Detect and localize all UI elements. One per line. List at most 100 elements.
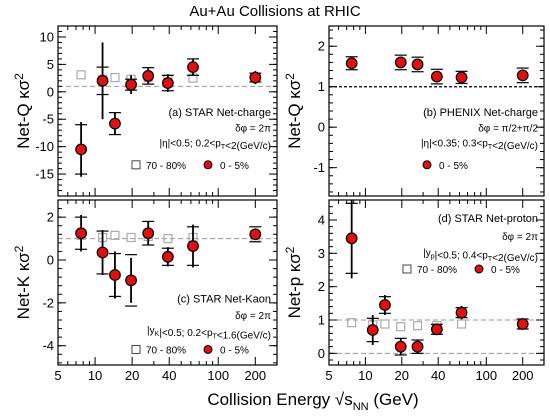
data-point-0-5: [96, 74, 109, 87]
legend-marker-filled-circle: [203, 160, 213, 170]
data-point-70-80: [163, 233, 173, 244]
plot-frame: [57, 25, 278, 197]
y-tick-label: 1: [318, 313, 325, 328]
x-tick-label: 10: [358, 368, 372, 383]
plot-frame: [57, 199, 278, 366]
panel-c: 5 10 20 40 100 200 -4 -2 0 2 Net-K κσ2 (c) STAR Net…: [12, 199, 278, 383]
data-point-0-5: [516, 69, 529, 82]
y-tick-label: 0: [318, 346, 325, 361]
y-tick-label: 1: [318, 79, 325, 94]
data-point-0-5: [249, 228, 262, 241]
data-point-0-5: [75, 143, 87, 156]
data-point-0-5: [109, 117, 121, 130]
x-axis-label: Collision Energy √sNN (GeV): [207, 390, 418, 413]
x-tick-label: 5: [325, 368, 332, 383]
data-point-0-5: [187, 240, 199, 252]
panel-acceptance: δφ = 2π: [502, 232, 538, 243]
data-point-0-5: [109, 269, 121, 281]
data-point-70-80: [412, 321, 423, 331]
data-point-0-5: [394, 340, 407, 353]
y-tick-label: 0: [318, 120, 325, 135]
x-tick-label: 20: [395, 368, 409, 383]
x-tick-label: 40: [162, 368, 176, 383]
data-point-0-5: [96, 246, 109, 259]
legend-marker-filled-circle: [474, 264, 484, 274]
legend-label: 70 - 80%: [146, 161, 186, 172]
panel-d: 5 10 20 40 100 200 0 1 2 3 4 Net-p κσ2 (d) STAR Net-…: [283, 199, 545, 383]
y-axis-label: Net-Q κσ2: [283, 73, 304, 149]
data-point-70-80: [110, 72, 120, 83]
legend-marker-open-square: [131, 344, 141, 354]
legend-marker-open-square: [402, 264, 412, 274]
legend-label: 0 - 5%: [220, 161, 249, 172]
legend-marker-open-square: [131, 160, 141, 170]
data-point-0-5: [345, 232, 358, 245]
y-tick-label: 10: [40, 29, 54, 44]
panel-label: (c) STAR Net-Kaon: [177, 293, 271, 305]
data-point-0-5: [394, 56, 407, 69]
legend-label: 70 - 80%: [417, 265, 457, 276]
panel-label: (d) STAR Net-proton: [438, 213, 538, 225]
panel-cuts: |yp|<0.5; 0.4<pT<2(GeV/c): [423, 248, 538, 264]
y-tick-label: 3: [318, 246, 325, 261]
legend-label: 70 - 80%: [146, 345, 186, 356]
panel-b: -1 0 1 2 Net-Q κσ2 (b) PHENIX Net-charge δφ = …: [283, 25, 545, 197]
figure-title: Au+Au Collisions at RHIC: [189, 3, 360, 20]
data-point-70-80: [76, 70, 86, 80]
data-point-0-5: [249, 71, 262, 84]
x-tick-label: 20: [125, 368, 139, 383]
panel-label: (b) PHENIX Net-charge: [423, 107, 538, 119]
y-tick-label: 0: [47, 84, 54, 99]
x-tick-label: 100: [475, 368, 497, 383]
y-tick-label: -10: [35, 139, 54, 154]
legend-label: 0 - 5%: [491, 265, 520, 276]
y-tick-label: 2: [318, 39, 325, 54]
data-point-0-5: [430, 70, 443, 83]
x-tick-label: 5: [54, 368, 61, 383]
y-tick-label: 0: [47, 253, 54, 268]
legend-label: 0 - 5%: [220, 345, 249, 356]
panel-cuts: |yK|<0.5; 0.2<pT<1.6(GeV/c): [147, 326, 271, 342]
data-point-0-5: [411, 340, 424, 353]
y-tick-label: 2: [318, 279, 325, 294]
y-tick-label: -5: [42, 112, 54, 127]
legend-marker-filled-circle: [422, 160, 432, 170]
data-point-0-5: [430, 323, 443, 336]
y-tick-label: -2: [42, 295, 54, 310]
data-point-0-5: [161, 250, 174, 263]
y-tick-label: -1: [313, 160, 325, 175]
x-tick-label: 200: [244, 368, 266, 383]
y-tick-label: 5: [47, 57, 54, 72]
panel-acceptance: δφ = 2π: [235, 311, 271, 322]
data-point-0-5: [455, 71, 468, 84]
y-axis-label: Net-K κσ2: [12, 245, 33, 319]
data-point-70-80: [456, 319, 467, 329]
x-tick-label: 100: [207, 368, 229, 383]
y-tick-label: -15: [35, 167, 54, 182]
x-axis-label-sub: NN: [353, 401, 369, 413]
data-point-0-5: [161, 77, 174, 89]
y-tick-label: 4: [318, 213, 325, 228]
data-point-70-80: [110, 230, 120, 240]
panel-a: -15 -10 -5 0 5 10 Net-Q κσ2 (a) STAR Net-charge…: [12, 25, 278, 197]
panel-cuts: |η|<0.5; 0.2<pT<2(GeV/c): [160, 139, 272, 153]
data-point-0-5: [75, 227, 87, 240]
legend-marker-filled-circle: [203, 344, 213, 354]
legend-label: 0 - 5%: [439, 161, 468, 172]
data-point-70-80: [126, 232, 136, 243]
data-point-70-80: [396, 322, 406, 332]
data-point-0-5: [142, 227, 155, 240]
panel-label: (a) STAR Net-charge: [169, 107, 272, 119]
data-point-0-5: [345, 57, 358, 70]
y-tick-label: -4: [42, 338, 54, 353]
panel-acceptance: δφ = π/2+π/2: [478, 123, 538, 134]
x-tick-label: 40: [431, 368, 445, 383]
data-point-0-5: [142, 70, 155, 82]
x-tick-label: 10: [88, 368, 102, 383]
data-point-0-5: [125, 78, 137, 91]
data-point-0-5: [455, 306, 468, 319]
x-axis-label-main: Collision Energy √s: [207, 390, 352, 409]
y-axis-label: Net-Q κσ2: [12, 73, 33, 149]
